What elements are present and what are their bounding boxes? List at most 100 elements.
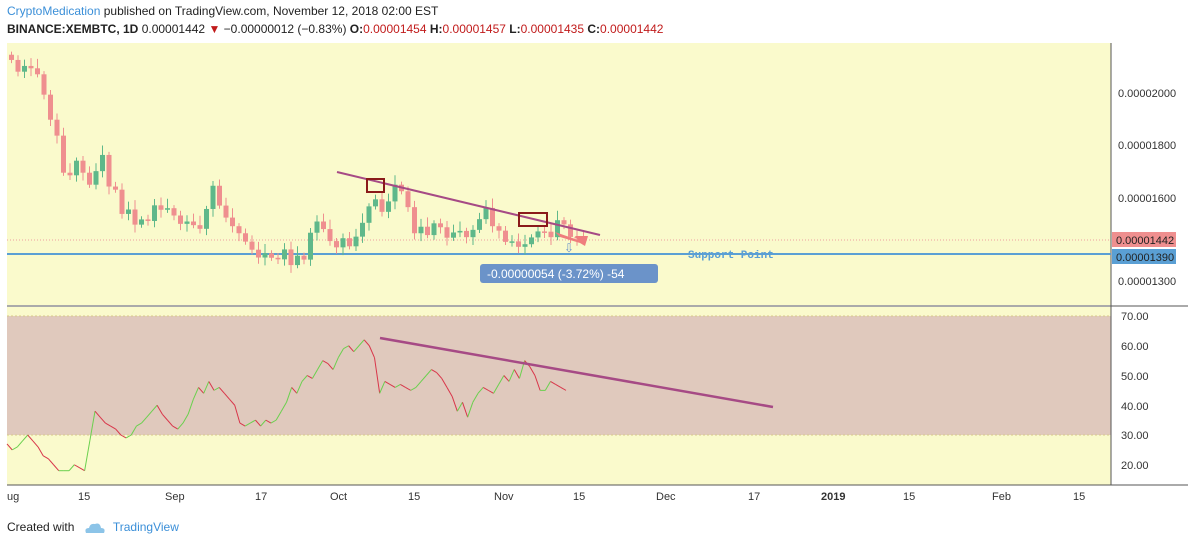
rsi-segment bbox=[394, 383, 401, 388]
highlight-box-2[interactable] bbox=[518, 212, 548, 227]
rsi-segment bbox=[177, 422, 184, 430]
candle-up bbox=[165, 208, 170, 210]
candle-up bbox=[535, 231, 541, 238]
candle-up bbox=[477, 219, 482, 230]
candle-down bbox=[243, 233, 248, 242]
candle-up bbox=[184, 221, 190, 224]
arrow-down-right-icon[interactable] bbox=[555, 232, 588, 246]
support-label: Support Point bbox=[688, 250, 774, 262]
rsi-segment bbox=[410, 386, 417, 391]
open-label: O: bbox=[349, 22, 364, 36]
candle-up bbox=[392, 184, 398, 202]
candle-down bbox=[516, 241, 521, 247]
rsi-segment bbox=[6, 443, 13, 451]
rsi-segment bbox=[27, 434, 34, 442]
rsi-segment bbox=[405, 386, 411, 391]
candle-down bbox=[249, 241, 255, 250]
candle-down bbox=[28, 65, 34, 69]
rsi-segment bbox=[503, 375, 510, 382]
last-price-badge-label: 0.00001442 bbox=[1116, 235, 1174, 247]
rsi-segment bbox=[436, 372, 443, 379]
rsi-segment bbox=[400, 383, 406, 388]
candle-up bbox=[93, 171, 99, 185]
rsi-segment bbox=[493, 384, 500, 394]
author-link[interactable]: CryptoMedication bbox=[7, 4, 101, 18]
footer: Created with TradingView bbox=[7, 520, 179, 534]
rsi-segment bbox=[425, 369, 432, 376]
rsi-segment bbox=[203, 381, 210, 394]
candle-down bbox=[230, 217, 235, 227]
close-label: C: bbox=[587, 22, 601, 36]
candle-down bbox=[379, 199, 385, 212]
candle-down bbox=[269, 253, 274, 258]
rsi-segment bbox=[42, 455, 49, 460]
candle-down bbox=[405, 191, 411, 208]
y-tick-label: 0.00001600 bbox=[1118, 193, 1176, 205]
candle-up bbox=[308, 232, 313, 260]
rsi-segment bbox=[244, 422, 251, 427]
tradingview-link[interactable]: TradingView bbox=[112, 520, 179, 534]
rsi-segment bbox=[462, 402, 469, 418]
close-value: 0.00001442 bbox=[600, 22, 664, 36]
rsi-segment bbox=[337, 348, 344, 358]
rsi-segment bbox=[415, 381, 422, 388]
candle-down bbox=[80, 160, 86, 173]
candle-up bbox=[386, 201, 391, 212]
rsi-segment bbox=[120, 434, 127, 439]
rsi-segment bbox=[482, 386, 489, 391]
symbol-label: BINANCE:XEMBTC, 1D bbox=[7, 22, 139, 36]
x-tick-label: 15 bbox=[903, 491, 915, 503]
rsi-segment bbox=[234, 405, 241, 424]
rsi-segment bbox=[229, 398, 236, 406]
candle-down bbox=[490, 207, 495, 227]
rsi-segment bbox=[358, 339, 365, 347]
rsi-segment bbox=[477, 387, 484, 394]
highlight-box-1[interactable] bbox=[366, 178, 385, 193]
time-axis: ug 15 Sep 17 Oct 15 Nov 15 Dec 17 2019 1… bbox=[7, 491, 1085, 503]
rsi-segment bbox=[301, 375, 308, 382]
candle-up bbox=[152, 205, 157, 221]
rsi-segment bbox=[99, 416, 106, 424]
rsi-segment bbox=[488, 389, 494, 394]
x-tick-label: 15 bbox=[78, 491, 90, 503]
candle-up bbox=[418, 226, 424, 234]
rsi-segment bbox=[456, 402, 463, 412]
y-tick-label: 0.00002000 bbox=[1118, 88, 1176, 100]
rsi-segment bbox=[265, 419, 272, 424]
rsi-segment bbox=[192, 387, 199, 400]
candle-up bbox=[340, 238, 346, 248]
candle-up bbox=[522, 244, 528, 247]
candle-down bbox=[444, 227, 450, 238]
rsi-segment bbox=[213, 386, 220, 391]
rsi-trendline[interactable] bbox=[379, 336, 774, 409]
rsi-segment bbox=[136, 422, 142, 427]
rsi-segment bbox=[110, 425, 116, 430]
rsi-segment bbox=[167, 419, 174, 427]
rsi-segment bbox=[89, 411, 96, 442]
rsi-segment bbox=[286, 387, 293, 403]
rsi-segment bbox=[322, 360, 329, 365]
support-price-badge-label: 0.00001390 bbox=[1116, 252, 1174, 264]
rsi-segment bbox=[172, 425, 179, 430]
candle-down bbox=[275, 257, 281, 260]
candle-up bbox=[100, 154, 105, 172]
candle-down bbox=[35, 68, 40, 75]
x-tick-label: 17 bbox=[255, 491, 267, 503]
support-price-badge bbox=[1112, 249, 1176, 264]
candle-down bbox=[158, 205, 164, 210]
publish-info: published on TradingView.com, November 1… bbox=[103, 4, 439, 18]
low-label: L: bbox=[509, 22, 521, 36]
rsi-segment bbox=[508, 369, 515, 382]
rsi-segment bbox=[534, 375, 541, 391]
low-value: 0.00001435 bbox=[520, 22, 585, 36]
candles-group bbox=[9, 51, 586, 273]
candle-down bbox=[548, 231, 554, 238]
price-pane[interactable] bbox=[7, 43, 1111, 305]
candle-down bbox=[425, 226, 430, 236]
rsi-segment bbox=[280, 402, 287, 412]
price-trendline[interactable] bbox=[336, 171, 601, 236]
candle-up bbox=[360, 222, 365, 237]
x-tick-label: Oct bbox=[330, 491, 347, 503]
measure-box bbox=[480, 264, 658, 283]
